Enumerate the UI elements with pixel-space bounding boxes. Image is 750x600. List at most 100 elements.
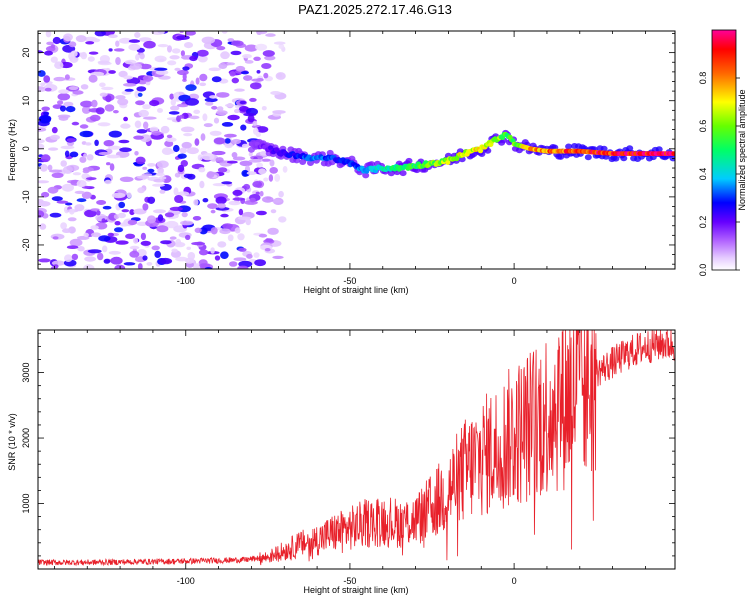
heatmap-cell	[240, 124, 247, 131]
heatmap-cell	[231, 77, 239, 84]
heatmap-cell	[134, 120, 142, 129]
heatmap-cell	[98, 235, 111, 242]
heatmap-cell	[108, 70, 116, 74]
heatmap-cell	[135, 156, 146, 165]
heatmap-cell	[79, 130, 93, 138]
heatmap-cell	[228, 200, 241, 206]
heatmap-cell	[264, 55, 276, 61]
heatmap-cell	[60, 222, 67, 230]
heatmap-cell	[58, 89, 70, 94]
heatmap-cell	[174, 195, 184, 203]
heatmap-cell	[224, 133, 237, 138]
heatmap-cell	[121, 209, 130, 213]
heatmap-cell	[227, 114, 240, 121]
heatmap-cell	[70, 50, 78, 57]
heatmap-cell	[237, 233, 245, 241]
heatmap-cell	[203, 123, 213, 128]
heatmap-cell	[114, 227, 123, 233]
heatmap-cell	[91, 232, 101, 238]
heatmap-cell	[114, 221, 121, 226]
heatmap-cell	[179, 31, 184, 34]
heatmap-cell	[52, 104, 63, 109]
heatmap-cell	[44, 87, 52, 92]
heatmap-cell	[217, 203, 226, 209]
heatmap-cell	[227, 38, 235, 42]
heatmap-cell	[168, 111, 180, 115]
heatmap-cell	[80, 100, 94, 108]
heatmap-cell	[84, 36, 98, 42]
heatmap-cell	[48, 147, 59, 151]
heatmap-cell	[151, 131, 162, 136]
heatmap-cell	[271, 199, 283, 203]
heatmap-cell	[263, 177, 269, 182]
heatmap-cell	[82, 169, 90, 174]
heatmap-cell	[179, 114, 185, 119]
heatmap-cell	[97, 122, 111, 127]
snr-y-label: SNR (10 * v/v)	[7, 413, 17, 471]
heatmap-cell	[177, 164, 185, 173]
heatmap-cell	[211, 76, 222, 83]
heatmap-cell	[69, 208, 75, 215]
heatmap-cell	[66, 245, 79, 249]
heatmap-cell	[189, 115, 200, 120]
ridge-halo-cell	[584, 154, 592, 161]
heatmap-cell	[265, 33, 276, 37]
heatmap-cell	[99, 92, 108, 97]
heatmap-cell	[136, 249, 147, 257]
heatmap-cell	[186, 246, 191, 250]
heatmap-cell	[176, 103, 189, 108]
heatmap-cell	[250, 82, 262, 90]
heatmap-cell	[241, 143, 249, 148]
heatmap-cell	[80, 51, 88, 60]
heatmap-cell	[270, 91, 281, 95]
heatmap-cell	[137, 175, 150, 179]
heatmap-cell	[192, 216, 202, 221]
ridge-halo-cell	[620, 155, 628, 162]
heatmap-cell	[54, 61, 64, 69]
heatmap-cell	[169, 206, 183, 211]
heatmap-cell	[149, 100, 160, 107]
heatmap-cell	[66, 138, 76, 143]
heatmap-cell	[69, 238, 83, 247]
heatmap-cell	[249, 97, 257, 102]
heatmap-cell	[129, 63, 143, 70]
heatmap-cell	[171, 248, 178, 253]
heatmap-cell	[158, 176, 167, 180]
colorbar-tick-label: 0.6	[698, 120, 708, 133]
y-tick-label: 2000	[21, 428, 31, 448]
heatmap-cell	[160, 240, 172, 245]
heatmap-cell	[193, 199, 199, 206]
heatmap-cell	[85, 41, 95, 45]
heatmap-cell	[108, 34, 118, 39]
heatmap-cell	[109, 163, 115, 171]
heatmap-cell	[56, 200, 69, 204]
heatmap-cell	[254, 259, 266, 267]
heatmap-cell	[94, 31, 106, 37]
heatmap-cell	[41, 106, 50, 112]
heatmap-cell	[72, 172, 81, 176]
heatmap-cell	[182, 66, 190, 71]
heatmap-cell	[248, 159, 262, 163]
heatmap-cell	[211, 150, 226, 156]
heatmap-cell	[118, 201, 126, 209]
heatmap-cell	[129, 250, 140, 258]
heatmap-cell	[40, 82, 46, 87]
heatmap-cell	[156, 225, 169, 233]
heatmap-cell	[124, 59, 137, 65]
heatmap-cell	[274, 173, 281, 182]
heatmap-cell	[117, 212, 127, 219]
heatmap-cell	[68, 86, 79, 91]
heatmap-cell	[38, 180, 49, 184]
heatmap-cell	[63, 33, 73, 42]
heatmap-cell	[136, 221, 148, 226]
snr-y-ticks: 1000 2000 3000	[21, 332, 675, 570]
heatmap-cell	[47, 164, 53, 171]
heatmap-cell	[234, 108, 240, 114]
heatmap-cell	[214, 255, 221, 261]
heatmap-cell	[222, 223, 233, 229]
snr-frame	[37, 329, 676, 570]
heatmap-cell	[209, 130, 222, 136]
heatmap-cell	[198, 249, 209, 256]
